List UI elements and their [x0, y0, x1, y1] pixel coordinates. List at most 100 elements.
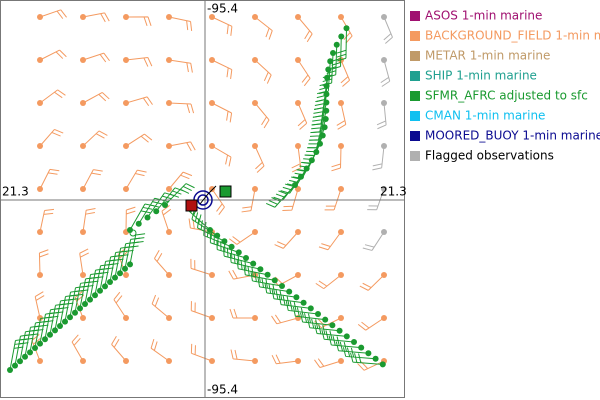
obs-dot — [209, 100, 215, 106]
obs-dot — [372, 355, 379, 362]
wind-barb — [362, 231, 385, 251]
flagged-obs — [129, 229, 137, 237]
wind-barb — [321, 329, 355, 343]
obs-dot — [351, 339, 357, 345]
obs-dot — [80, 358, 86, 364]
wind-barb — [291, 145, 302, 173]
obs-dot — [209, 186, 215, 192]
legend-label: Flagged observations — [425, 149, 554, 163]
obs-dot — [338, 315, 344, 321]
wind-barb — [274, 231, 299, 249]
wind-barb — [336, 102, 347, 130]
bottom-lon-label: -95.4 — [207, 383, 238, 397]
obs-dot — [80, 100, 86, 106]
obs-dot — [338, 186, 344, 192]
wind-barb — [168, 102, 195, 114]
obs-dot — [338, 14, 344, 20]
wind-barb — [335, 341, 369, 354]
obs-dot — [123, 186, 129, 192]
legend: ASOS 1-min marine BACKGROUND_FIELD 1-min … — [410, 9, 600, 163]
obs-dot — [209, 272, 215, 278]
end-marker — [219, 185, 232, 198]
obs-dot — [166, 100, 172, 106]
wind-barb — [331, 145, 342, 172]
obs-dot — [343, 25, 350, 32]
obs-dot — [97, 287, 103, 294]
wind-barb — [113, 291, 127, 319]
wind-barb — [357, 317, 385, 331]
obs-dot — [166, 272, 172, 278]
obs-dot — [12, 362, 18, 369]
obs-dot — [235, 249, 242, 256]
obs-dot — [22, 353, 28, 360]
obs-dot — [295, 100, 301, 106]
wind-barb — [304, 127, 326, 156]
obs-dot — [47, 331, 53, 338]
obs-dot — [329, 322, 336, 329]
wind-barb — [154, 250, 170, 276]
wind-barb — [376, 102, 387, 130]
obs-dot — [295, 143, 301, 149]
obs-dot — [295, 358, 301, 364]
wind-barb — [292, 306, 326, 321]
obs-dot — [80, 229, 86, 235]
wind-barb — [271, 354, 299, 365]
center-ring — [197, 194, 209, 206]
wind-barb — [380, 59, 391, 87]
wind-barb — [336, 28, 347, 62]
obs-dot — [228, 243, 235, 250]
wind-barb — [211, 16, 233, 36]
obs-dot — [80, 143, 86, 149]
obs-dot — [123, 100, 129, 106]
obs-dot — [209, 143, 215, 149]
obs-dot — [209, 57, 215, 63]
wind-barb — [318, 231, 342, 251]
obs-dot — [295, 229, 301, 235]
wind-barb — [82, 130, 108, 147]
obs-dot — [327, 58, 334, 65]
obs-dot — [338, 33, 345, 40]
obs-dot — [338, 272, 344, 278]
obs-dot — [358, 344, 365, 351]
wind-barb — [271, 314, 299, 325]
obs-dot — [338, 229, 344, 235]
plot-border — [0, 0, 405, 398]
wind-barb — [300, 312, 333, 326]
obs-dot — [381, 186, 387, 192]
obs-dot — [166, 14, 172, 20]
wind-barb — [211, 59, 233, 80]
legend-label: ASOS 1-min marine — [425, 9, 542, 23]
wind-barb — [161, 205, 172, 233]
legend-swatch — [410, 11, 420, 21]
wind-barb — [168, 141, 196, 152]
obs-dot — [37, 14, 43, 20]
obs-dot — [122, 265, 128, 272]
obs-dot — [153, 208, 160, 215]
wind-barb — [125, 206, 136, 233]
wind-barb — [372, 145, 385, 171]
legend-label: BACKGROUND_FIELD 1-min m — [425, 29, 600, 43]
wind-barb — [34, 291, 45, 319]
obs-dot — [166, 186, 172, 192]
obs-dot — [209, 14, 215, 20]
wind-barb — [367, 188, 385, 211]
obs-dot — [166, 143, 172, 149]
obs-dot — [338, 358, 344, 364]
wind-barb — [278, 295, 311, 309]
wind-barb — [254, 16, 273, 40]
obs-dot — [62, 318, 68, 325]
obs-dot — [123, 14, 129, 20]
obs-dot — [42, 336, 48, 343]
wind-barb — [190, 258, 213, 276]
wind-barb — [138, 197, 164, 225]
wind-barb — [82, 12, 110, 23]
track — [199, 185, 217, 205]
obs-dot — [257, 266, 264, 273]
legend-label: SFMR_AFRC adjusted to sfc — [425, 89, 588, 103]
wind-barb — [125, 169, 147, 190]
obs-dot — [252, 358, 258, 364]
wind-barb — [39, 9, 67, 19]
obs-dot — [112, 274, 118, 281]
obs-dot — [295, 14, 301, 20]
obs-dot — [80, 14, 86, 20]
